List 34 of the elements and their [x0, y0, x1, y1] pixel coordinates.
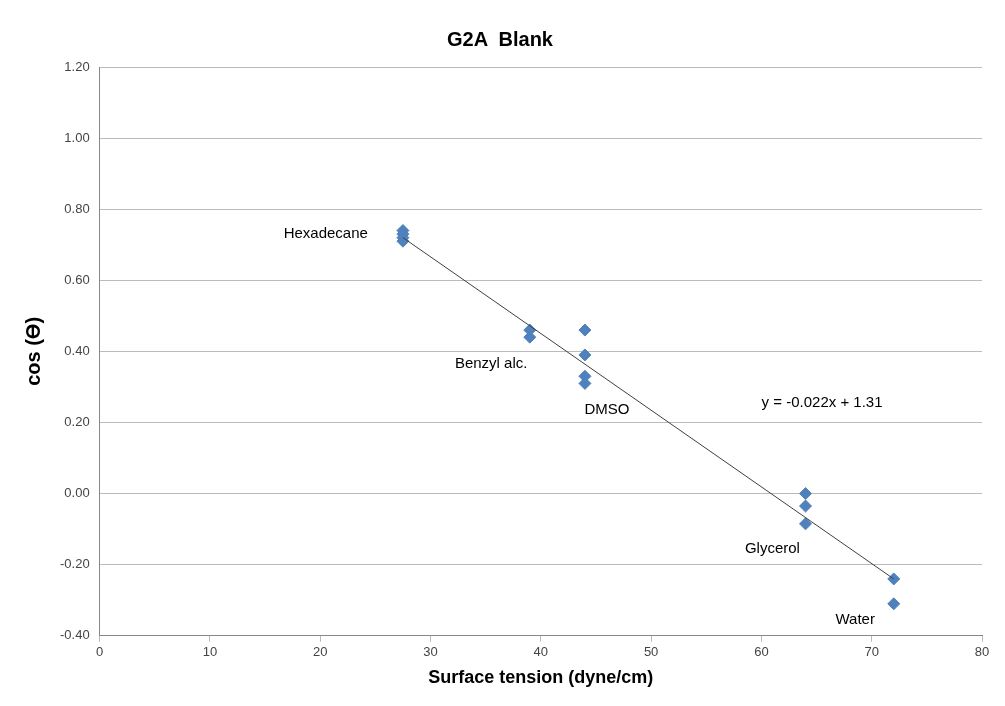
annotation: y = -0.022x + 1.31	[761, 393, 883, 411]
point	[799, 499, 813, 513]
y-tick-label: 0.80	[64, 200, 90, 216]
x-tick-label: 80	[974, 644, 990, 660]
y-tick-label: 1.00	[64, 129, 90, 145]
annotation: Water	[835, 609, 875, 627]
point	[887, 572, 901, 586]
y-tick-label: -0.20	[59, 556, 90, 572]
annotation: Hexadecane	[283, 224, 368, 242]
y-tick-label: -0.40	[59, 627, 90, 643]
annotation: DMSO	[584, 400, 630, 418]
x-tick-label: 30	[423, 644, 438, 660]
x-tick-label: 70	[864, 644, 879, 660]
y-tick-label: 0.20	[64, 414, 90, 430]
point	[578, 323, 592, 337]
y-axis-title: cos (ϴ)	[21, 316, 44, 386]
y-tick-label: 0.40	[64, 342, 90, 358]
x-tick-label: 20	[312, 644, 328, 660]
y-tick-label: 0.00	[64, 485, 90, 501]
point	[887, 597, 901, 611]
x-tick-label: 50	[643, 644, 659, 660]
x-tick-label: 60	[754, 644, 769, 660]
y-tick-label: 1.20	[64, 58, 90, 74]
x-axis-title: Surface tension (dyne/cm)	[428, 667, 654, 688]
x-tick-label: 0	[96, 644, 104, 660]
y-tick-label: 0.60	[64, 271, 90, 287]
chart-title: G2A Blank	[447, 27, 554, 50]
point	[578, 348, 592, 362]
x-tick-label: 40	[533, 644, 549, 660]
annotation: Benzyl alc.	[454, 353, 528, 371]
x-tick-label: 10	[202, 644, 218, 660]
point	[799, 517, 813, 531]
point	[799, 487, 813, 501]
annotation: Glycerol	[744, 538, 800, 556]
